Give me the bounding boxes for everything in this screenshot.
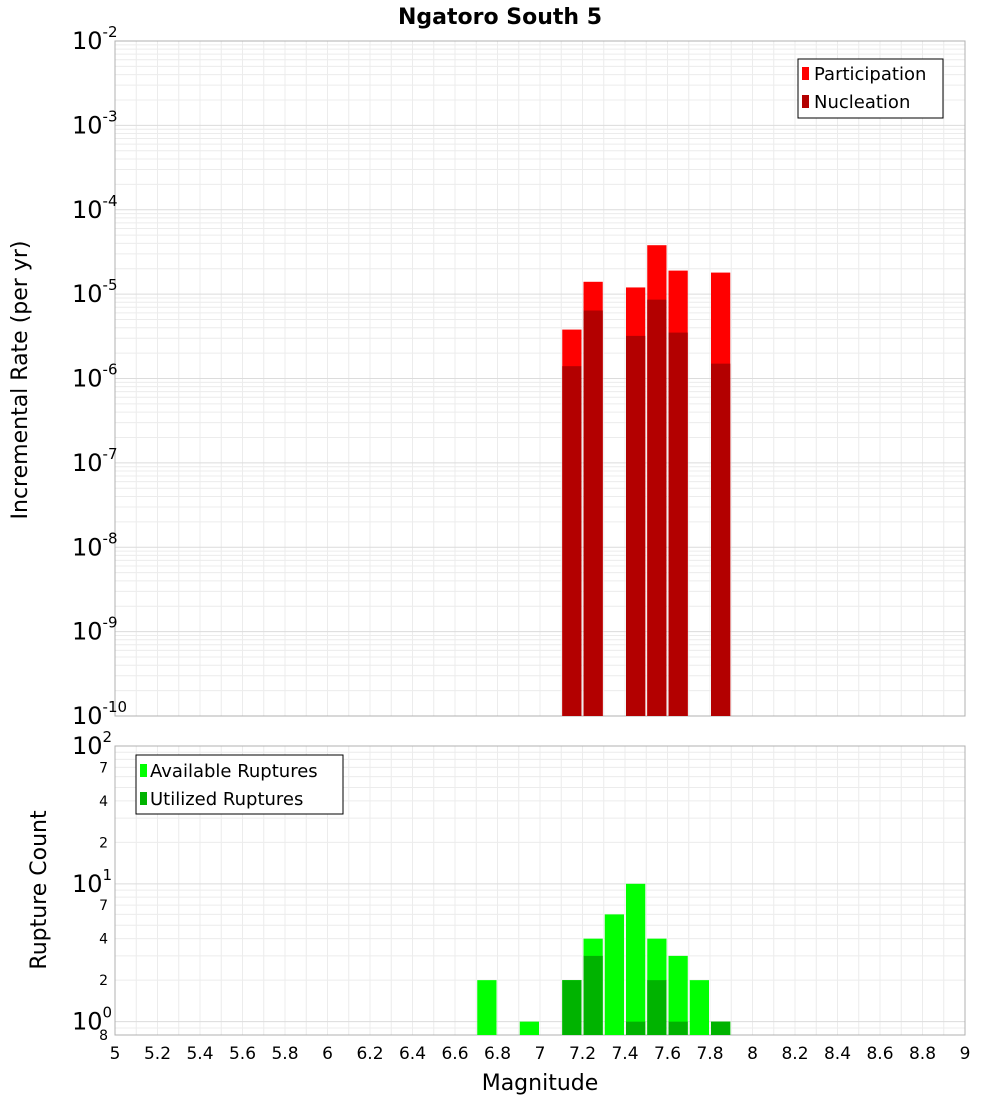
bottom-plot-frame xyxy=(114,745,966,1036)
x-tick-label: 9 xyxy=(960,1044,971,1064)
legend-label-nucleation: Nucleation xyxy=(814,92,910,113)
x-tick-label: 6.2 xyxy=(356,1044,383,1064)
x-tick-label: 8.2 xyxy=(781,1044,808,1064)
top-y-tick-label: 10-9 xyxy=(72,614,118,646)
bottom-y-tick-label: 101 xyxy=(72,866,112,898)
x-tick-label: 5 xyxy=(110,1044,121,1064)
bottom-y-axis-label: Rupture Count xyxy=(27,810,52,970)
x-tick-label: 5.2 xyxy=(144,1044,171,1064)
nucleation-bar xyxy=(562,366,582,716)
nucleation-bar xyxy=(711,363,731,716)
top-y-tick-labels: 10-10 10-9 10-8 10-7 10-6 10-5 10-4 10-3 10-2 xyxy=(72,23,127,730)
legend-swatch-participation xyxy=(802,67,809,80)
available-ruptures-bar xyxy=(668,955,688,1035)
top-y-tick-label: 10-3 xyxy=(72,107,118,139)
x-tick-label: 6.6 xyxy=(441,1044,468,1064)
bottom-y-tick-label: 102 xyxy=(72,728,112,760)
bottom-y-minor-tick-label: 4 xyxy=(99,794,108,810)
utilized-ruptures-bar xyxy=(668,1021,688,1035)
top-y-tick-label: 10-4 xyxy=(72,192,118,224)
x-tick-label: 8.4 xyxy=(824,1044,851,1064)
top-y-tick-label: 10-10 xyxy=(72,698,127,730)
bottom-plot-bars xyxy=(477,883,731,1035)
x-tick-label: 5.4 xyxy=(186,1044,213,1064)
utilized-ruptures-bar xyxy=(626,1021,646,1035)
x-tick-label: 6.4 xyxy=(399,1044,426,1064)
top-y-tick-label: 10-6 xyxy=(72,361,118,393)
x-tick-label: 6.8 xyxy=(484,1044,511,1064)
bottom-y-tick-label: 100 xyxy=(72,1004,112,1036)
top-plot-bars xyxy=(562,245,731,717)
available-ruptures-bar xyxy=(477,980,497,1035)
top-legend-box xyxy=(797,58,944,119)
bottom-y-minor-tick-label: 2 xyxy=(99,973,108,989)
nucleation-bar xyxy=(626,335,646,716)
bottom-y-minor-tick-label: 7 xyxy=(99,898,108,914)
bottom-legend-box xyxy=(135,754,344,815)
available-ruptures-bar xyxy=(519,1021,539,1035)
x-tick-labels: 5 5.2 5.4 5.6 5.8 6 6.2 6.4 6.6 6.8 7 7.2 7.4 7.6 7.8 8… xyxy=(110,1044,971,1064)
x-tick-label: 5.6 xyxy=(229,1044,256,1064)
available-ruptures-bar xyxy=(689,980,709,1035)
bottom-y-minor-tick-label: 8 xyxy=(99,1028,108,1044)
utilized-ruptures-bar xyxy=(711,1021,731,1035)
x-tick-label: 6 xyxy=(322,1044,333,1064)
legend-swatch-nucleation xyxy=(802,95,809,108)
x-tick-label: 5.8 xyxy=(271,1044,298,1064)
top-plot-frame xyxy=(114,40,966,717)
top-plot-grid xyxy=(114,40,966,717)
utilized-ruptures-bar xyxy=(583,955,603,1035)
bottom-y-tick-labels: 100 101 102 8 2 4 7 2 4 7 xyxy=(72,728,112,1044)
nucleation-bar xyxy=(583,310,603,716)
utilized-ruptures-bar xyxy=(647,980,667,1035)
legend-label-utilized-ruptures: Utilized Ruptures xyxy=(150,789,303,810)
available-ruptures-bar xyxy=(604,914,624,1035)
top-y-tick-label: 10-2 xyxy=(72,23,118,55)
top-y-axis-label: Incremental Rate (per yr) xyxy=(8,241,33,520)
legend-swatch-available-ruptures xyxy=(140,764,147,777)
bottom-y-minor-tick-label: 4 xyxy=(99,932,108,948)
bottom-y-minor-tick-label: 2 xyxy=(99,835,108,851)
x-axis-label: Magnitude xyxy=(482,1071,599,1096)
bottom-plot-grid xyxy=(114,745,966,1036)
x-tick-label: 7.2 xyxy=(569,1044,596,1064)
x-tick-label: 8.6 xyxy=(866,1044,893,1064)
top-y-tick-label: 10-7 xyxy=(72,445,118,477)
legend-label-available-ruptures: Available Ruptures xyxy=(150,761,318,782)
top-y-tick-label: 10-8 xyxy=(72,529,118,561)
x-tick-label: 7.6 xyxy=(654,1044,681,1064)
nucleation-bar xyxy=(647,299,667,716)
bottom-y-minor-tick-label: 7 xyxy=(99,760,108,776)
bottom-legend: Available Ruptures Utilized Ruptures xyxy=(135,754,344,815)
top-legend: Participation Nucleation xyxy=(797,58,944,119)
nucleation-bar xyxy=(668,332,688,716)
available-ruptures-bar xyxy=(626,883,646,1035)
legend-swatch-utilized-ruptures xyxy=(140,792,147,805)
x-tick-label: 8.8 xyxy=(909,1044,936,1064)
legend-label-participation: Participation xyxy=(814,64,926,85)
x-tick-label: 7 xyxy=(535,1044,546,1064)
chart-title: Ngatoro South 5 xyxy=(398,5,602,30)
x-tick-label: 7.4 xyxy=(611,1044,638,1064)
top-y-tick-label: 10-5 xyxy=(72,276,118,308)
x-tick-label: 7.8 xyxy=(696,1044,723,1064)
utilized-ruptures-bar xyxy=(562,980,582,1035)
x-tick-label: 8 xyxy=(747,1044,758,1064)
